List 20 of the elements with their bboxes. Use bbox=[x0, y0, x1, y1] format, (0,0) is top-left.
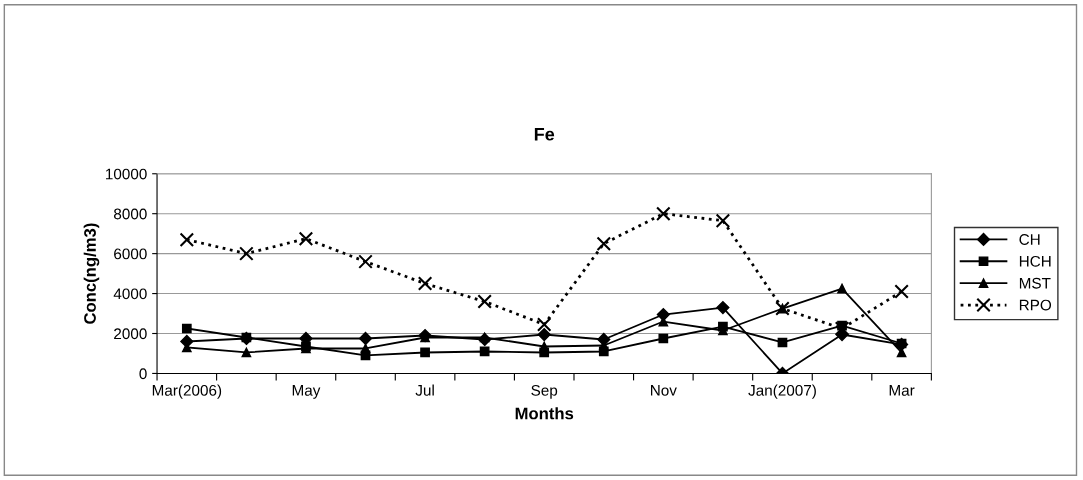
legend-label: HCH bbox=[1019, 255, 1051, 267]
x-tick-label: Sep bbox=[531, 384, 558, 399]
x-tick-label: Mar bbox=[889, 385, 915, 396]
legend-label: RPO bbox=[1019, 299, 1052, 311]
x-tick-label: Mar(2006) bbox=[152, 384, 222, 399]
legend-label: MST bbox=[1019, 277, 1051, 289]
x-tick-label: May bbox=[292, 385, 321, 399]
y-tick-label: 10000 bbox=[106, 168, 147, 180]
x-axis-title: Months bbox=[515, 407, 574, 420]
x-tick-label: Jul bbox=[415, 384, 434, 396]
legend-label: CH bbox=[1019, 234, 1040, 245]
y-tick-label: 4000 bbox=[113, 288, 147, 300]
y-tick-label: 8000 bbox=[113, 208, 147, 220]
y-tick-label: 0 bbox=[139, 368, 147, 380]
y-axis-title: Conc(ng/m3) bbox=[83, 223, 100, 324]
x-tick-label: Jan(2007) bbox=[748, 384, 816, 399]
y-tick-label: 2000 bbox=[114, 328, 147, 340]
y-tick-label: 6000 bbox=[114, 248, 147, 260]
x-tick-label: Nov bbox=[651, 385, 677, 396]
chart-title: Fe bbox=[534, 128, 555, 141]
